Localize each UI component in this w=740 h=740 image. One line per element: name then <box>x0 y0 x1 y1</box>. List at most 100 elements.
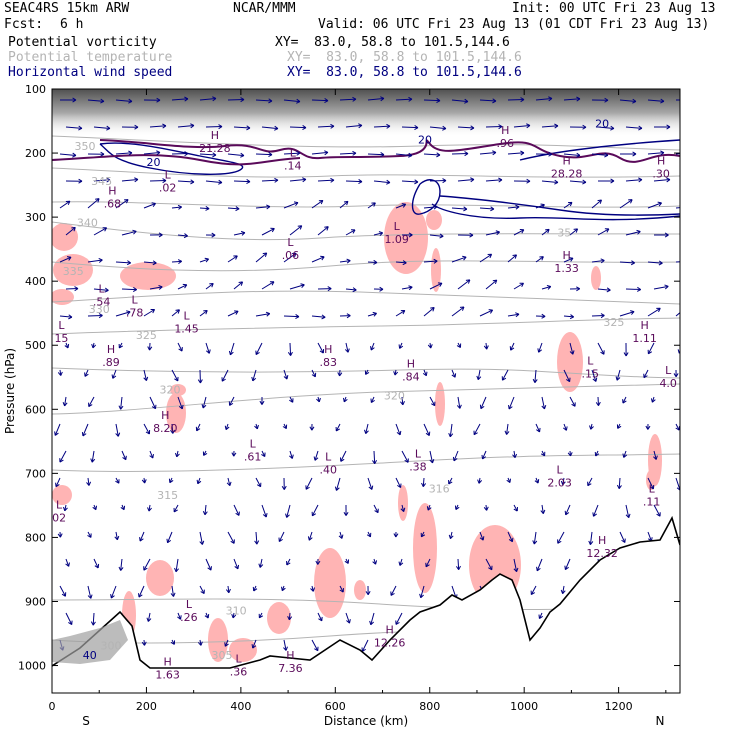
wind-vector-head <box>259 400 265 405</box>
wind-vector-shaft <box>565 504 571 515</box>
wind-vector <box>225 585 231 594</box>
wind-vector-shaft <box>224 639 229 647</box>
wind-vector <box>591 313 605 319</box>
extremum-kind-label: L <box>557 463 564 476</box>
pv-shading-blob <box>208 618 228 662</box>
wind-vector-shaft <box>115 423 119 437</box>
wind-vector <box>479 531 485 541</box>
wind-vector <box>457 125 475 131</box>
wind-vector <box>65 612 73 626</box>
wind-vectors <box>54 96 693 654</box>
wind-vector <box>115 150 133 156</box>
wind-vector <box>395 477 402 488</box>
wind-vector-head <box>149 454 154 459</box>
x-tick-label: 400 <box>230 700 251 713</box>
extremum-kind-label: H <box>657 155 665 168</box>
wind-vector <box>286 558 291 566</box>
wind-vector <box>538 612 544 619</box>
wind-vector-shaft <box>289 284 305 290</box>
wind-vector <box>91 342 97 349</box>
wind-vector-head <box>569 350 575 355</box>
wind-vector-shaft <box>311 99 329 102</box>
wind-vector <box>143 369 149 381</box>
wind-vector <box>317 177 335 183</box>
wind-vector-head <box>339 588 344 593</box>
wind-vector <box>423 152 441 158</box>
wind-vector-shaft <box>457 126 474 129</box>
wind-vector <box>507 312 520 318</box>
wind-vector <box>401 232 413 238</box>
wind-vector-shaft <box>171 423 174 434</box>
wind-vector <box>255 98 273 104</box>
wind-vector-head <box>307 536 313 541</box>
wind-vector <box>313 450 319 461</box>
wind-vector-shaft <box>485 231 500 236</box>
wind-vector <box>171 204 182 210</box>
wind-vector <box>622 396 627 404</box>
pv-shading-blob <box>53 254 93 286</box>
wind-vector-head <box>638 125 643 131</box>
wind-vector-head <box>386 179 391 185</box>
wind-vector-shaft <box>199 531 203 545</box>
wind-vector-shaft <box>317 125 335 128</box>
wind-vector-head <box>68 620 73 626</box>
wind-vector-head <box>197 379 203 384</box>
wind-vector-head <box>170 429 176 434</box>
wind-vector-head <box>520 97 525 103</box>
wind-vector <box>311 369 317 378</box>
wind-vector <box>373 179 391 185</box>
wind-vector <box>395 260 407 266</box>
wind-vector <box>228 396 235 406</box>
wind-vector-shaft <box>283 202 299 209</box>
wind-vector-shaft <box>451 256 467 263</box>
wind-vector-head <box>680 398 684 402</box>
wind-vector-head <box>170 592 176 597</box>
wind-vector <box>456 342 462 348</box>
wind-vector-shaft <box>261 228 275 236</box>
wind-vector <box>261 177 279 183</box>
wind-vector-shaft <box>513 558 518 572</box>
wind-vector <box>395 203 407 209</box>
wind-vector <box>540 504 546 514</box>
wind-vector-head <box>615 376 621 381</box>
wind-vector-head <box>296 150 301 156</box>
wind-vector <box>367 152 385 158</box>
wind-vector <box>177 396 184 410</box>
wind-vector-shaft <box>149 450 154 459</box>
wind-vector-head <box>420 532 426 538</box>
wind-vector-shaft <box>340 450 347 462</box>
wind-vector <box>479 150 497 156</box>
extremum-kind-label: H <box>563 249 571 262</box>
wind-vector-head <box>401 203 407 208</box>
wind-vector-shaft <box>653 450 657 460</box>
wind-vector-head <box>526 123 531 129</box>
wind-vector <box>143 423 151 435</box>
wind-vector-head <box>59 458 64 463</box>
wind-vector-shaft <box>143 369 147 381</box>
wind-vector-head <box>647 349 653 355</box>
wind-vector-shaft <box>112 369 117 379</box>
wind-vector-head <box>689 283 693 287</box>
wind-vector <box>143 97 161 103</box>
extremum-kind-label: L <box>165 169 172 182</box>
wind-vector <box>426 504 432 511</box>
wind-vector-shaft <box>538 612 543 619</box>
wind-vector-head <box>374 508 379 514</box>
wind-vector-head <box>205 349 211 354</box>
extremum-value-label: .61 <box>244 451 262 464</box>
wind-vector-head <box>120 505 126 511</box>
wind-vector-head <box>91 343 97 349</box>
wind-vector-shaft <box>227 310 239 317</box>
wind-vector-shaft <box>587 477 593 486</box>
wind-vector-head <box>175 309 180 314</box>
wind-vector-head <box>465 279 471 284</box>
wind-vector-shaft <box>507 206 520 209</box>
wind-vector <box>90 612 96 626</box>
wind-vector-head <box>560 589 566 595</box>
wind-vector-shaft <box>647 202 662 209</box>
wind-vector-head <box>238 281 244 286</box>
wind-vector-shaft <box>205 180 222 184</box>
wind-vector <box>535 256 544 263</box>
wind-vector-head <box>456 343 462 348</box>
wind-vector <box>507 254 517 263</box>
